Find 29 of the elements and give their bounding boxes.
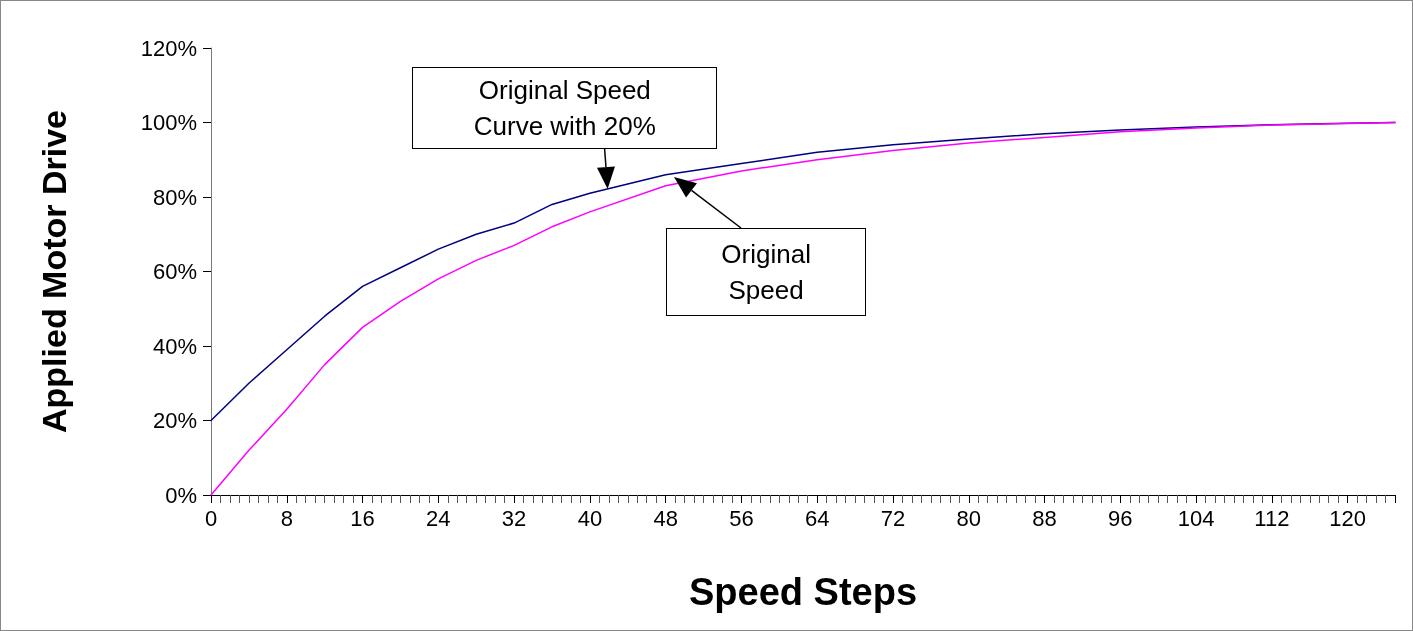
x-tick-label: 24 (426, 505, 451, 531)
y-tick-label: 60% (152, 259, 197, 284)
y-tick-label: 80% (152, 184, 197, 210)
annotation: Original Speed (720, 238, 812, 308)
callout-box: Original Speed (666, 228, 867, 317)
x-tick-label: 64 (804, 505, 830, 531)
x-axis-title: Speed Steps (688, 571, 918, 613)
x-tick-label: 120 (1329, 505, 1366, 531)
x-tick-label: 96 (1108, 505, 1133, 531)
x-tick-label: 32 (501, 505, 527, 531)
x-tick-label: 40 (577, 505, 603, 531)
y-tick-label: 40% (152, 333, 197, 359)
x-tick-label: 16 (350, 505, 375, 531)
y-axis-title: Applied Motor Drive (35, 109, 73, 434)
x-tick-label: 112 (1254, 505, 1290, 531)
x-tick-label: 72 (880, 505, 906, 531)
annotation: Original Speed Curve with 20% (472, 73, 657, 143)
y-tick-label: 20% (152, 408, 197, 433)
y-tick-label: 120% (140, 35, 197, 61)
x-tick-label: 8 (280, 505, 293, 531)
y-tick-label: 100% (140, 110, 197, 135)
x-tick-label: 80 (956, 505, 981, 531)
x-tick-label: 88 (1032, 505, 1057, 531)
callout-box: Original Speed Curve with 20% (412, 66, 718, 149)
y-tick-label: 0% (165, 482, 197, 508)
x-tick-label: 48 (653, 505, 678, 531)
x-tick-label: 104 (1177, 505, 1215, 531)
x-tick-label: 56 (729, 505, 754, 531)
x-tick-label: 0 (204, 505, 218, 531)
